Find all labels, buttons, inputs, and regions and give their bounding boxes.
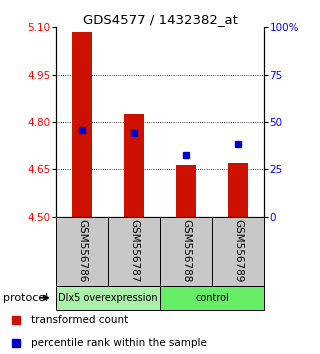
Bar (176, 165, 196, 217)
Bar (72, 32, 92, 217)
Text: Dlx5 overexpression: Dlx5 overexpression (58, 293, 158, 303)
Bar (108, 217, 160, 286)
Bar (228, 163, 248, 217)
Text: GSM556789: GSM556789 (233, 219, 243, 283)
Text: protocol: protocol (3, 293, 48, 303)
Bar (56, 286, 160, 310)
Text: percentile rank within the sample: percentile rank within the sample (31, 338, 207, 348)
Text: GSM556788: GSM556788 (181, 219, 191, 283)
Bar (56, 217, 108, 286)
Bar (160, 217, 212, 286)
Bar (124, 114, 144, 217)
Bar (212, 217, 264, 286)
Title: GDS4577 / 1432382_at: GDS4577 / 1432382_at (83, 13, 237, 26)
Text: GSM556787: GSM556787 (129, 219, 139, 283)
Text: transformed count: transformed count (31, 315, 129, 325)
Text: GSM556786: GSM556786 (77, 219, 87, 283)
Text: control: control (195, 293, 229, 303)
Bar (160, 286, 264, 310)
